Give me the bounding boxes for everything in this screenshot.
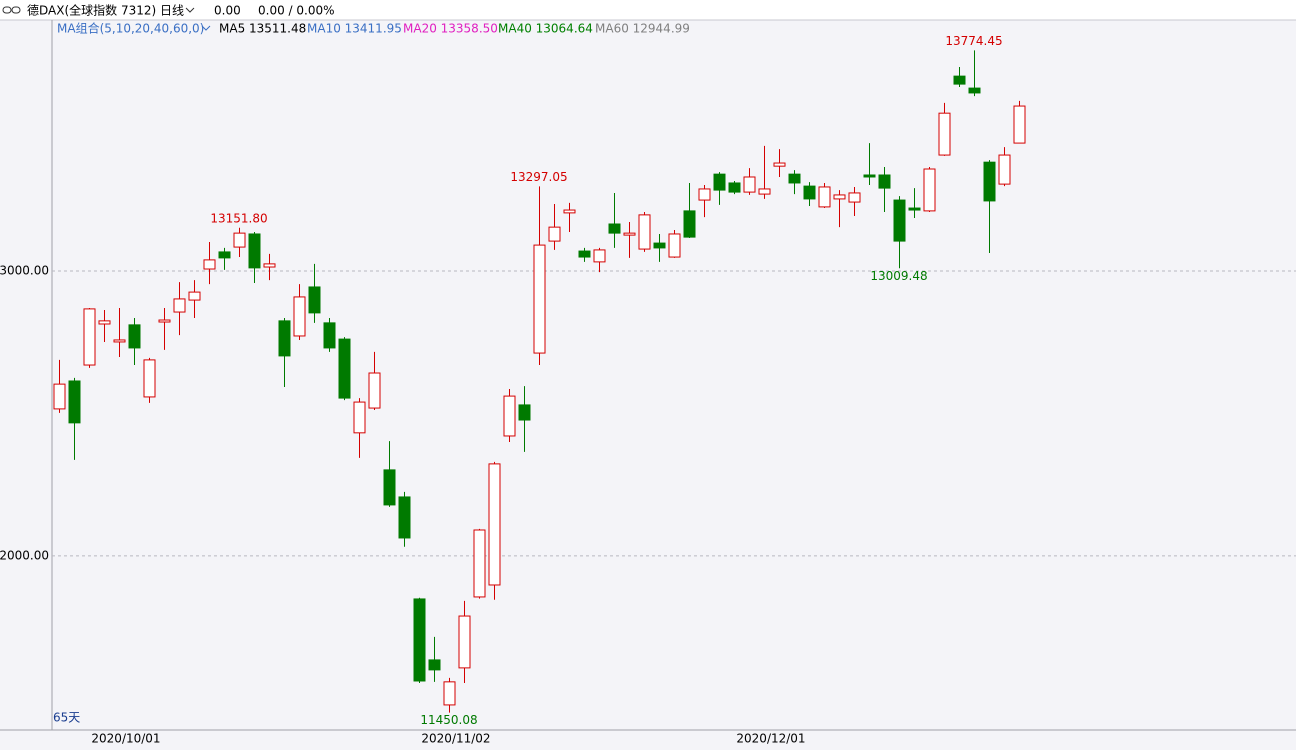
candle-body xyxy=(1013,105,1026,144)
y-tick-label: 12000.00 xyxy=(0,548,49,562)
candle-body xyxy=(443,681,456,706)
candle-body xyxy=(518,404,531,421)
candle-body xyxy=(923,168,936,212)
candle-body xyxy=(503,395,516,437)
candle-body xyxy=(83,308,96,366)
candle-body xyxy=(983,161,996,202)
candle-body xyxy=(773,162,786,167)
instrument[interactable]: 德DAX(全球指数 7312) xyxy=(27,3,156,18)
days-label: 65天 xyxy=(53,711,80,725)
candle-body xyxy=(188,291,201,301)
candle-body xyxy=(953,75,966,85)
candle-body xyxy=(893,199,906,242)
candle-body xyxy=(113,339,126,343)
candle-body xyxy=(398,496,411,539)
candle-body xyxy=(263,263,276,268)
candle-body xyxy=(218,251,231,259)
candle-body xyxy=(203,259,216,270)
candle-body xyxy=(233,232,246,248)
period-selector[interactable]: 日线 xyxy=(160,4,184,18)
candle-body xyxy=(158,319,171,323)
candle-body xyxy=(143,359,156,398)
candle-body xyxy=(98,320,111,325)
ma-legend-item: MA10 13411.95 xyxy=(307,22,402,36)
x-tick-label: 2020/12/01 xyxy=(736,732,805,746)
candle-body xyxy=(413,598,426,682)
candle-body xyxy=(353,401,366,434)
candle-body xyxy=(428,659,441,671)
candle-body xyxy=(488,463,501,586)
candle-body xyxy=(623,232,636,236)
candle-body xyxy=(938,112,951,156)
ma-legend-item: MA60 12944.99 xyxy=(595,22,690,36)
candle-body xyxy=(878,174,891,189)
candle-body xyxy=(308,286,321,314)
extreme-label: 13774.45 xyxy=(945,34,1002,48)
candle-body xyxy=(458,615,471,669)
toolbar-icon[interactable] xyxy=(2,6,21,14)
candle-body xyxy=(563,209,576,214)
candle-body xyxy=(653,242,666,249)
candle-body xyxy=(548,226,561,242)
candle-body xyxy=(323,322,336,349)
candle-body xyxy=(848,192,861,203)
candle-body xyxy=(968,87,981,94)
candle-body xyxy=(533,244,546,354)
candle-body xyxy=(758,188,771,195)
candle-body xyxy=(593,249,606,263)
candle-body xyxy=(68,380,81,424)
candle-body xyxy=(278,320,291,357)
candle-body xyxy=(788,173,801,184)
ma-legend-item: MA40 13064.64 xyxy=(498,22,593,36)
period-chevron[interactable] xyxy=(185,7,195,13)
candle-body xyxy=(698,188,711,201)
candle-body xyxy=(383,469,396,506)
candle-body xyxy=(638,214,651,250)
extreme-label: 13009.48 xyxy=(870,269,927,283)
candle-body xyxy=(293,296,306,337)
ma-legend-item: MA5 13511.48 xyxy=(219,22,306,36)
candle-body xyxy=(578,250,591,258)
y-tick-label: 13000.00 xyxy=(0,264,49,278)
candle-body xyxy=(683,210,696,238)
candle-body xyxy=(173,298,186,313)
candle-body xyxy=(338,338,351,399)
candle-body xyxy=(53,383,66,410)
candle-body xyxy=(248,233,261,269)
candle-body xyxy=(728,182,741,193)
ma-chevron[interactable] xyxy=(201,25,211,31)
candle-body xyxy=(713,173,726,191)
candle-body xyxy=(368,372,381,409)
candle-body xyxy=(668,233,681,258)
candle-body xyxy=(908,207,921,211)
extreme-label: 13151.80 xyxy=(210,211,267,225)
candle-body xyxy=(128,324,141,349)
candle-body xyxy=(608,223,621,234)
x-tick-label: 2020/10/01 xyxy=(91,732,160,746)
extreme-label: 13297.05 xyxy=(510,170,567,184)
candle-body xyxy=(833,194,846,200)
change-pct: 0.00 / 0.00% xyxy=(258,4,335,18)
change: 0.00 xyxy=(214,4,241,18)
candle-body xyxy=(803,185,816,200)
x-tick-label: 2020/11/02 xyxy=(421,732,490,746)
candle-body xyxy=(818,186,831,208)
candle-body xyxy=(743,176,756,193)
extreme-label: 11450.08 xyxy=(420,713,477,727)
ma-selector[interactable]: MA组合(5,10,20,40,60,0) xyxy=(57,21,204,36)
candle-body xyxy=(473,529,486,598)
ma-legend-item: MA20 13358.50 xyxy=(403,22,498,36)
toolbar xyxy=(0,0,1296,20)
candle-body xyxy=(998,154,1011,185)
candle-body xyxy=(863,174,876,178)
